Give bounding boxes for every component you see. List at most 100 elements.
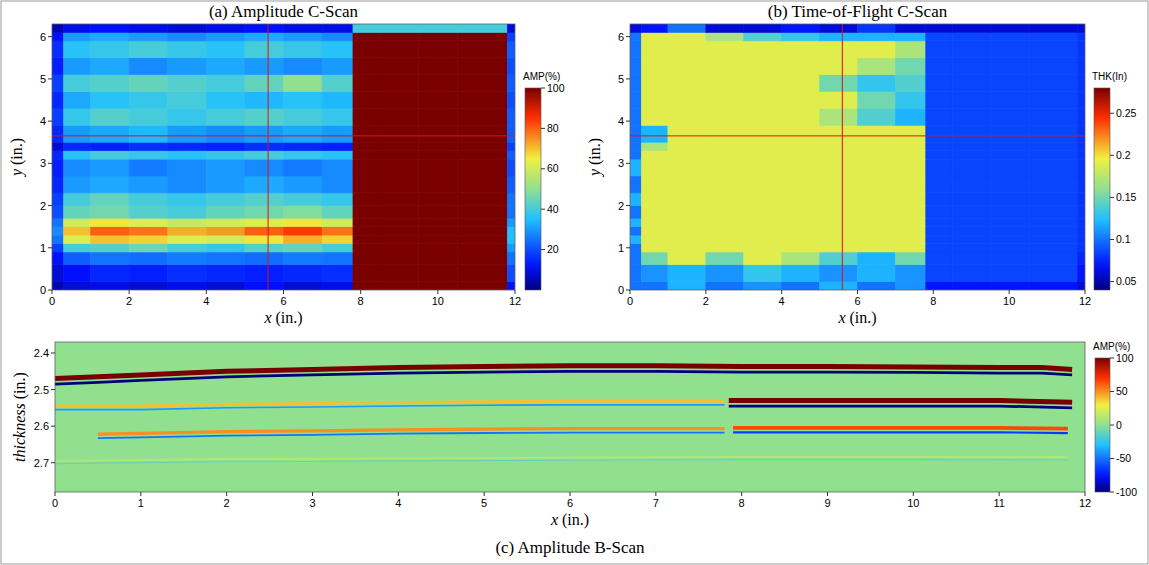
heat-cell (895, 282, 925, 290)
heat-cell (820, 58, 858, 75)
y-axis-title-var: thickness (11, 403, 28, 462)
heat-cell (168, 108, 207, 125)
colorbar-tick (541, 249, 545, 250)
heat-cell (322, 159, 353, 176)
heat-cell (206, 176, 245, 193)
heat-cell (380, 282, 419, 290)
colorbar (1095, 358, 1110, 492)
heat-cell (706, 218, 744, 226)
heat-cell (322, 92, 353, 109)
heat-cell (858, 235, 896, 243)
heat-cell (706, 235, 744, 243)
colorbar-tick-label: -100 (1116, 486, 1137, 498)
heat-cell (91, 24, 130, 32)
heat-cell (990, 24, 1028, 32)
heat-cell (1077, 176, 1085, 193)
heat-cell (1028, 32, 1077, 40)
heat-cell (630, 252, 641, 265)
heat-cell (668, 151, 706, 159)
colorbar-tick-label: 20 (547, 243, 559, 255)
heat-cell (952, 159, 990, 176)
heat-cell (129, 108, 168, 125)
heat-cell (245, 176, 284, 193)
heat-cell (52, 125, 64, 142)
y-tick (48, 78, 52, 79)
heat-cell (353, 218, 380, 226)
heat-cell (706, 108, 744, 125)
heat-cell (926, 193, 953, 206)
heat-cell (641, 206, 668, 219)
heat-cell (206, 151, 245, 159)
heat-cell (1028, 282, 1077, 290)
heat-cell (168, 235, 207, 243)
heat-cell (926, 58, 953, 75)
heat-cell (52, 206, 64, 219)
heat-cell (952, 151, 990, 159)
heat-cell (820, 92, 858, 109)
heat-cell (206, 206, 245, 219)
heat-cell (782, 282, 820, 290)
heat-cell (895, 244, 925, 252)
heat-cell (206, 244, 245, 252)
heat-cell (284, 75, 323, 92)
x-tick-label: 10 (432, 295, 444, 307)
heat-cell (668, 252, 706, 265)
colorbar-title: AMP(%) (1093, 341, 1130, 352)
heat-cell (744, 227, 782, 235)
heat-cell (52, 218, 64, 226)
heat-cell (52, 227, 64, 235)
heat-cell (858, 193, 896, 206)
heat-cell (858, 151, 896, 159)
y-tick-label: 1 (40, 242, 46, 254)
y-tick-label: 2.5 (34, 384, 49, 396)
heat-cell (245, 193, 284, 206)
x-tick-label: 6 (854, 295, 860, 307)
heat-cell (1077, 206, 1085, 219)
heat-cell (895, 142, 925, 150)
heat-cell (380, 41, 419, 58)
heat-cell (507, 24, 515, 32)
heat-cell (419, 265, 458, 282)
heat-cell (895, 41, 925, 58)
heat-cell (706, 142, 744, 150)
heat-cell (926, 218, 953, 226)
heat-cell (668, 206, 706, 219)
heat-cell (858, 92, 896, 109)
heat-cell (630, 58, 641, 75)
heat-cell (926, 92, 953, 109)
heat-cell (419, 227, 458, 235)
heat-cell (952, 244, 990, 252)
heat-cell (91, 142, 130, 150)
heat-cell (858, 227, 896, 235)
x-tick-label: 10 (907, 497, 919, 509)
heat-cell (168, 218, 207, 226)
x-tick (781, 290, 782, 294)
heat-cell (820, 32, 858, 40)
x-tick (933, 290, 934, 294)
heat-cell (129, 206, 168, 219)
heat-cell (419, 41, 458, 58)
heat-cell (52, 235, 64, 243)
heat-cell (353, 142, 380, 150)
heat-cell (1077, 282, 1085, 290)
x-tick-label: 0 (52, 497, 58, 509)
y-tick (48, 290, 52, 291)
heat-cell (52, 159, 64, 176)
heat-cell (507, 227, 515, 235)
heat-cell (820, 206, 858, 219)
x-tick-label: 5 (481, 497, 487, 509)
x-tick (437, 290, 438, 294)
heat-cell (91, 125, 130, 142)
heat-cell (64, 218, 91, 226)
heat-cell (64, 265, 91, 282)
heat-cell (952, 218, 990, 226)
figure-frame (1, 1, 1148, 564)
heat-cell (1028, 206, 1077, 219)
y-axis-title-unit: (in.) (586, 138, 604, 169)
heat-cell (380, 244, 419, 252)
heat-cell (782, 227, 820, 235)
heat-cell (630, 125, 641, 142)
heat-cell (457, 151, 507, 159)
heat-cell (245, 159, 284, 176)
heat-cell (1077, 193, 1085, 206)
